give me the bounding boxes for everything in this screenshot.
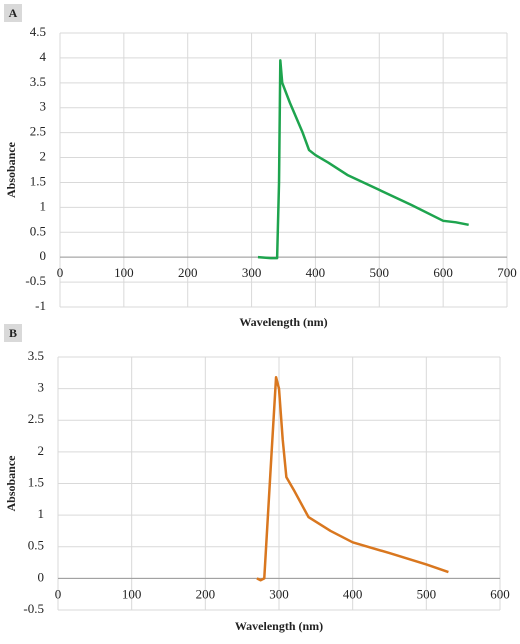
y-tick-label: -0.5 — [25, 273, 46, 288]
y-tick-label: -0.5 — [23, 601, 44, 616]
x-tick-label: 100 — [114, 265, 134, 280]
x-tick-label: 200 — [178, 265, 198, 280]
y-tick-label: 2 — [38, 443, 45, 458]
x-tick-label: 0 — [57, 265, 64, 280]
x-tick-label: 500 — [370, 265, 390, 280]
x-tick-label: 0 — [55, 586, 62, 601]
y-tick-label: 3.5 — [30, 74, 46, 89]
data-line — [256, 375, 449, 582]
y-tick-label: 2.5 — [28, 411, 44, 426]
panel-label: A — [9, 6, 18, 20]
y-tick-label: 1 — [40, 198, 47, 213]
y-tick-label: 1.5 — [30, 173, 46, 188]
x-axis-title: Wavelength (nm) — [235, 619, 323, 633]
panel-label-box — [4, 4, 22, 22]
x-tick-label: 600 — [433, 265, 453, 280]
y-tick-label: 3 — [38, 380, 45, 395]
panel-label: B — [9, 326, 17, 340]
x-tick-label: 300 — [242, 265, 262, 280]
x-tick-label: 400 — [343, 586, 363, 601]
y-axis-title: Absobance — [4, 141, 18, 198]
data-line — [257, 59, 469, 260]
y-tick-label: 4.5 — [30, 24, 46, 39]
y-tick-label: 1 — [38, 506, 45, 521]
x-tick-label: 500 — [417, 586, 437, 601]
y-tick-label: 2 — [40, 149, 47, 164]
y-tick-label: 0 — [40, 248, 47, 263]
y-tick-label: 0.5 — [28, 538, 44, 553]
x-tick-label: 400 — [306, 265, 326, 280]
y-tick-label: 4 — [40, 49, 47, 64]
x-tick-label: 700 — [497, 265, 517, 280]
x-tick-label: 300 — [269, 586, 289, 601]
y-tick-label: 0 — [38, 569, 45, 584]
y-axis-title: Absobance — [4, 455, 18, 512]
y-tick-label: 0.5 — [30, 223, 46, 238]
panel-label-box — [4, 324, 22, 342]
y-tick-label: 2.5 — [30, 124, 46, 139]
x-axis-title: Wavelength (nm) — [239, 315, 327, 329]
x-tick-label: 100 — [122, 586, 142, 601]
y-tick-label: -1 — [35, 298, 46, 313]
x-tick-label: 600 — [490, 586, 510, 601]
y-tick-label: 3 — [40, 99, 47, 114]
y-tick-label: 3.5 — [28, 348, 44, 363]
y-tick-label: 1.5 — [28, 474, 44, 489]
x-tick-label: 200 — [196, 586, 216, 601]
